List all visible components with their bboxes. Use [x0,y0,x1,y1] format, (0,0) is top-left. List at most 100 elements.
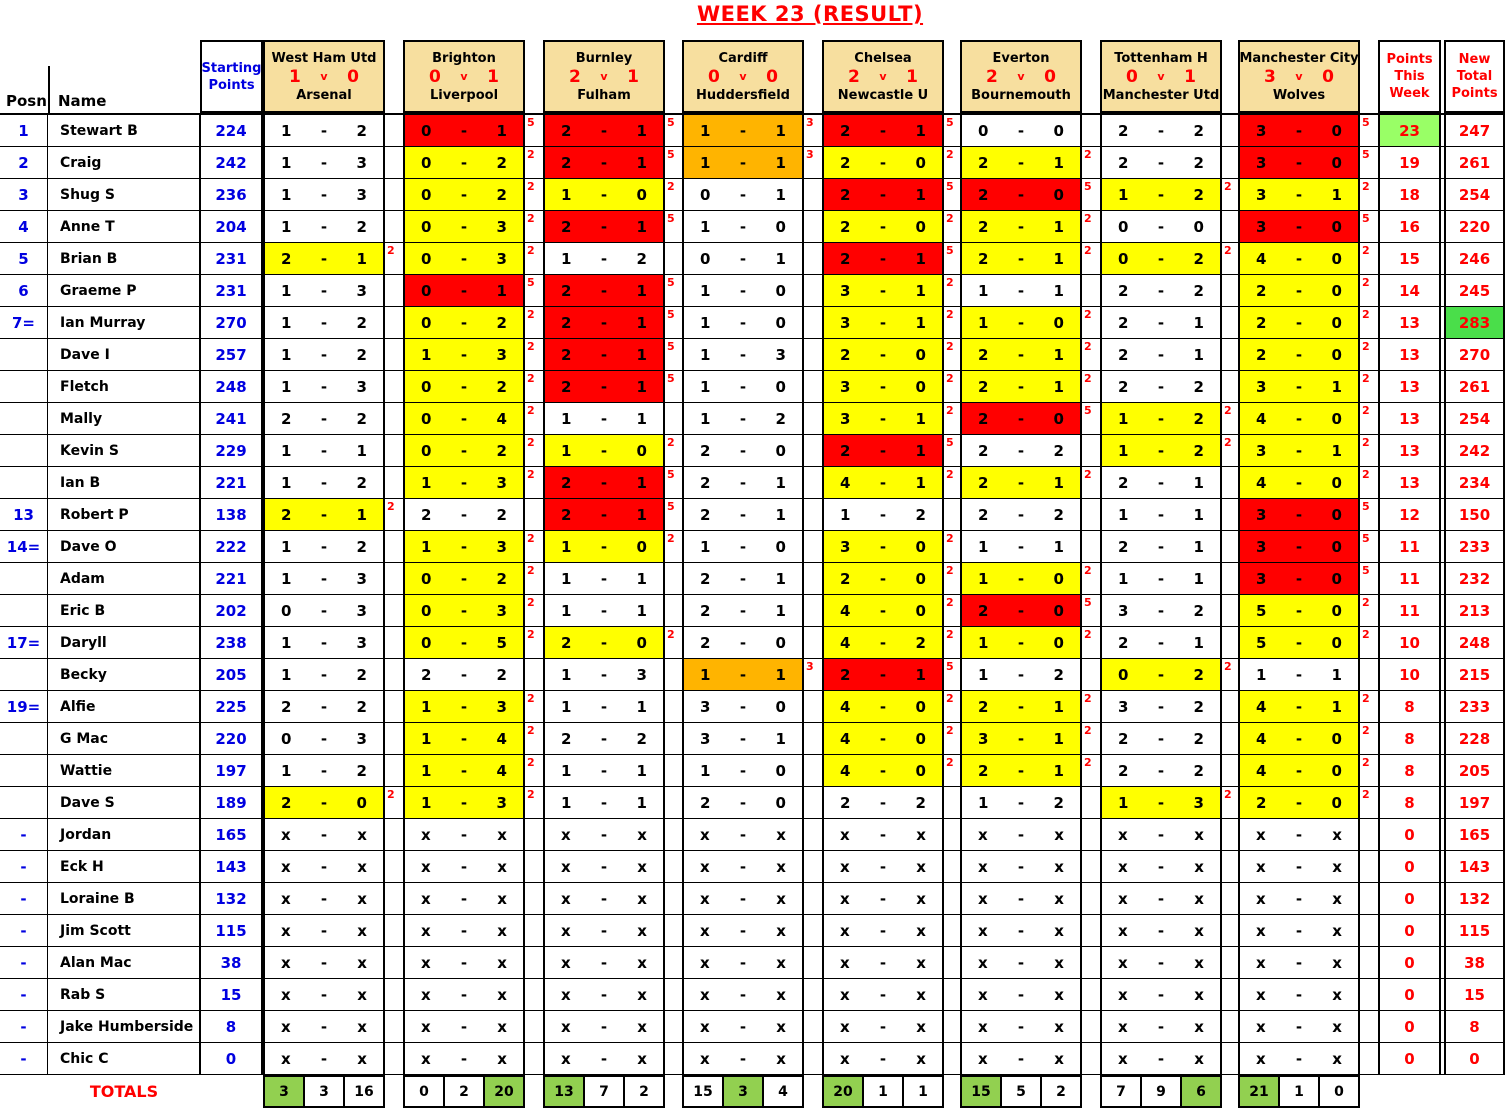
posn-cell[interactable]: 17= [0,627,48,658]
points-earned-cell[interactable]: 2 [1084,148,1092,161]
points-earned-cell[interactable]: 5 [667,340,675,353]
posn-cell[interactable] [0,435,48,466]
prediction-cell[interactable]: x-x [682,947,804,978]
posn-cell[interactable]: - [0,979,48,1010]
total-points-cell[interactable]: 248 [1444,627,1505,658]
prediction-cell[interactable]: x-x [1238,819,1360,850]
points-earned-cell[interactable]: 2 [1362,404,1370,417]
points-earned-cell[interactable]: 2 [946,596,954,609]
prediction-cell[interactable]: 2 - 1 [543,339,665,370]
name-cell[interactable]: Fletch [48,371,200,402]
prediction-cell[interactable]: x-x [682,979,804,1010]
prediction-cell[interactable]: 3 - 0 [1238,115,1360,146]
name-cell[interactable]: Graeme P [48,275,200,306]
posn-cell[interactable] [0,403,48,434]
prediction-cell[interactable]: 2 - 1 [543,115,665,146]
prediction-cell[interactable]: x-x [403,819,525,850]
points-earned-cell[interactable] [804,307,821,338]
prediction-cell[interactable]: 1 - 1 [1100,563,1222,594]
prediction-cell[interactable]: 1 - 3 [263,563,385,594]
points-earned-cell[interactable]: 2 [1224,404,1232,417]
prediction-cell[interactable]: 0 - 0 [1100,211,1222,242]
prediction-cell[interactable]: 2 - 1 [682,499,804,530]
starting-points-cell[interactable]: 8 [200,1011,263,1042]
points-earned-cell[interactable] [385,179,402,210]
totals-cell[interactable]: 5 [1000,1077,1040,1106]
name-cell[interactable]: Anne T [48,211,200,242]
points-earned-cell[interactable]: 5 [667,468,675,481]
posn-cell[interactable] [0,339,48,370]
points-earned-cell[interactable]: 2 [1084,756,1092,769]
prediction-cell[interactable]: 2 - 2 [403,659,525,690]
points-earned-cell[interactable]: 5 [667,276,675,289]
totals-cell[interactable]: 0 [405,1077,443,1106]
points-earned-cell[interactable] [1360,915,1377,946]
total-points-cell[interactable]: 150 [1444,499,1505,530]
prediction-cell[interactable]: 2 - 2 [403,499,525,530]
week-points-cell[interactable]: 0 [1378,851,1441,882]
total-points-cell[interactable]: 0 [1444,1043,1505,1074]
points-earned-cell[interactable] [944,947,961,978]
points-earned-cell[interactable]: 5 [946,436,954,449]
prediction-cell[interactable]: 4 - 2 [822,627,944,658]
name-cell[interactable]: Daryll [48,627,200,658]
points-earned-cell[interactable] [1082,787,1099,818]
points-earned-cell[interactable]: 2 [527,180,535,193]
starting-points-cell[interactable]: 220 [200,723,263,754]
points-earned-cell[interactable] [804,531,821,562]
prediction-cell[interactable]: x-x [1100,947,1222,978]
name-cell[interactable]: Becky [48,659,200,690]
prediction-cell[interactable]: 4 - 0 [822,595,944,626]
total-points-cell[interactable]: 8 [1444,1011,1505,1042]
prediction-cell[interactable]: x-x [1238,1011,1360,1042]
week-points-cell[interactable]: 11 [1378,595,1441,626]
points-earned-cell[interactable]: 2 [1084,244,1092,257]
starting-points-cell[interactable]: 242 [200,147,263,178]
points-earned-cell[interactable]: 2 [946,468,954,481]
prediction-cell[interactable]: 2 - 0 [1238,307,1360,338]
prediction-cell[interactable]: 1 - 2 [263,755,385,786]
prediction-cell[interactable]: 2 - 1 [822,435,944,466]
prediction-cell[interactable]: x-x [960,851,1082,882]
points-earned-cell[interactable]: 2 [1084,564,1092,577]
points-earned-cell[interactable]: 2 [1224,436,1232,449]
prediction-cell[interactable]: 1 - 1 [1100,499,1222,530]
prediction-cell[interactable]: 0 - 3 [403,595,525,626]
points-earned-cell[interactable] [1222,115,1239,146]
prediction-cell[interactable]: 2 - 1 [1100,467,1222,498]
prediction-cell[interactable]: 1 - 3 [263,371,385,402]
prediction-cell[interactable]: x-x [1100,1043,1222,1074]
totals-cell[interactable]: 7 [1102,1077,1140,1106]
prediction-cell[interactable]: 0 - 1 [682,179,804,210]
totals-cell[interactable]: 3 [722,1077,762,1106]
totals-cell[interactable]: 0 [1318,1077,1358,1106]
total-points-cell[interactable]: 232 [1444,563,1505,594]
prediction-cell[interactable]: 0 - 2 [403,307,525,338]
prediction-cell[interactable]: 1 - 2 [263,467,385,498]
total-points-cell[interactable]: 234 [1444,467,1505,498]
points-earned-cell[interactable] [665,563,682,594]
prediction-cell[interactable]: 0 - 2 [1100,659,1222,690]
prediction-cell[interactable]: 4 - 0 [1238,467,1360,498]
posn-cell[interactable]: - [0,851,48,882]
points-earned-cell[interactable]: 5 [667,116,675,129]
prediction-cell[interactable]: 2 - 2 [1100,147,1222,178]
prediction-cell[interactable]: 1 - 1 [682,147,804,178]
prediction-cell[interactable]: 2 - 1 [960,211,1082,242]
points-earned-cell[interactable] [525,659,542,690]
points-earned-cell[interactable]: 5 [667,148,675,161]
prediction-cell[interactable]: 2 - 1 [960,147,1082,178]
prediction-cell[interactable]: 3 - 1 [682,723,804,754]
posn-cell[interactable]: 14= [0,531,48,562]
prediction-cell[interactable]: 2 - 1 [960,467,1082,498]
totals-cell[interactable]: 7 [583,1077,623,1106]
week-points-cell[interactable]: 8 [1378,691,1441,722]
prediction-cell[interactable]: 1 - 1 [543,595,665,626]
points-earned-cell[interactable]: 2 [527,340,535,353]
prediction-cell[interactable]: 3 - 0 [1238,563,1360,594]
prediction-cell[interactable]: 1 - 1 [960,531,1082,562]
points-earned-cell[interactable]: 5 [1362,116,1370,129]
points-earned-cell[interactable]: 2 [1362,244,1370,257]
prediction-cell[interactable]: x-x [960,1043,1082,1074]
prediction-cell[interactable]: 1 - 2 [1100,435,1222,466]
